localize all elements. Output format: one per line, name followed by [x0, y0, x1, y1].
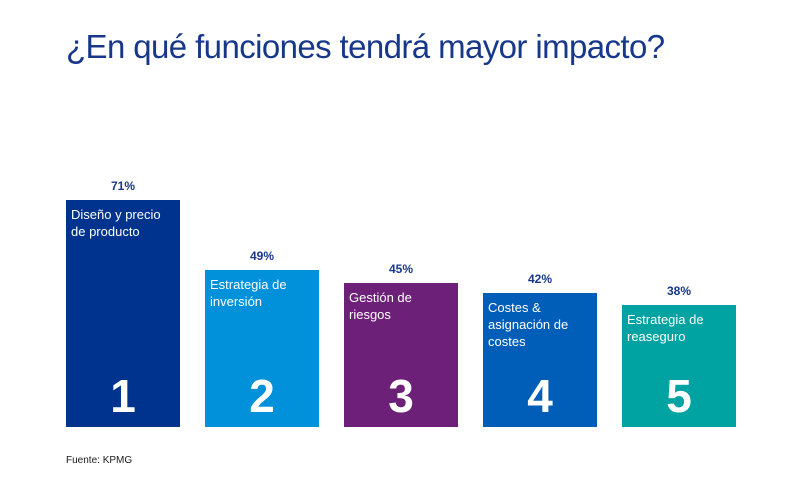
bar-value-label: 45%	[388, 262, 414, 276]
source-note: Fuente: KPMG	[66, 455, 133, 466]
bar-category-label: Estrategia de reaseguro	[627, 312, 704, 345]
bar-rank-number: 3	[388, 370, 414, 422]
bar-rank-number: 5	[666, 369, 692, 422]
chart-title: ¿En qué funciones tendrá mayor impacto?	[66, 28, 665, 65]
bar-rank-number: 4	[527, 369, 553, 422]
bar-value-label: 71%	[110, 178, 136, 193]
bar-value-label: 38%	[666, 284, 692, 299]
bar-category-label: Diseño y precio de producto	[71, 206, 161, 239]
bar-4: Costes & asignación de costes 4	[483, 292, 597, 427]
bar-rank-number: 2	[249, 369, 275, 422]
bar-category-label: Gestión de riesgos	[349, 290, 412, 322]
bar-5: Estrategia de reaseguro 5	[622, 305, 736, 427]
bar-rank-number: 1	[110, 369, 136, 422]
bar-2: Estrategia de inversión 2	[205, 270, 319, 427]
bar-value-label: 49%	[249, 249, 275, 264]
bar-3: Gestión de riesgos 3	[344, 283, 458, 427]
bar-category-label: Costes & asignación de costes	[488, 299, 569, 349]
bar-value-label: 42%	[527, 271, 553, 286]
bar-category-label: Estrategia de inversión	[210, 277, 287, 310]
bar-1: Diseño y precio de producto 1	[66, 199, 180, 427]
